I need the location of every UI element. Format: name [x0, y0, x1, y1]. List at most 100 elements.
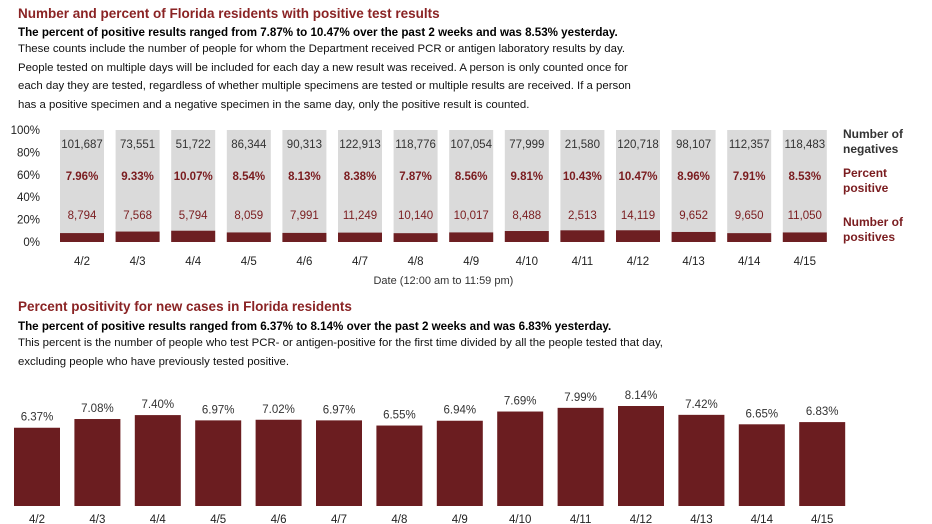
- negatives-bar: [226, 130, 271, 242]
- positives-value-label: 9,650: [735, 210, 764, 222]
- percent-positive-label: 10.07%: [174, 171, 213, 183]
- legend-percent-positive: Percent: [843, 166, 887, 180]
- negatives-value-label: 98,107: [676, 139, 711, 151]
- legend-negatives: Number of: [843, 127, 904, 141]
- x-tick-label: 4/10: [516, 256, 538, 268]
- positivity-value-label: 7.08%: [81, 403, 114, 415]
- positives-bar: [338, 232, 382, 242]
- legend-positives: positives: [843, 230, 895, 244]
- x-tick-label: 4/5: [210, 514, 226, 524]
- positives-value-label: 9,652: [679, 210, 708, 222]
- x-tick-label: 4/4: [150, 514, 167, 524]
- positives-value-label: 10,017: [454, 210, 489, 222]
- positives-bar: [449, 232, 494, 242]
- negatives-value-label: 51,722: [176, 139, 211, 151]
- x-tick-label: 4/8: [391, 514, 407, 524]
- positivity-value-label: 6.37%: [21, 412, 54, 424]
- x-tick-label: 4/12: [627, 256, 649, 268]
- positivity-value-label: 7.42%: [685, 399, 718, 411]
- x-tick-label: 4/3: [130, 256, 146, 268]
- positives-value-label: 8,059: [234, 210, 263, 222]
- positivity-value-label: 7.40%: [141, 399, 174, 411]
- positives-value-label: 11,050: [788, 210, 822, 222]
- chart2-description-line: This percent is the number of people who…: [18, 337, 663, 349]
- percent-positive-label: 7.87%: [399, 171, 432, 183]
- negatives-value-label: 118,776: [395, 139, 436, 151]
- x-tick-label: 4/11: [572, 256, 594, 268]
- x-tick-label: 4/14: [738, 256, 761, 268]
- chart1-description-line: has a positive specimen and a negative s…: [18, 98, 530, 111]
- percent-positive-label: 8.38%: [344, 171, 377, 183]
- percent-positive-label: 10.47%: [618, 171, 657, 183]
- positivity-bar: [678, 414, 725, 506]
- x-tick-label: 4/7: [352, 256, 368, 268]
- positivity-bar: [195, 420, 242, 506]
- positivity-bar: [436, 420, 483, 506]
- x-tick-label: 4/13: [690, 514, 712, 524]
- chart2-description: This percent is the number of people who…: [18, 334, 918, 371]
- negatives-bar: [504, 130, 549, 242]
- positivity-value-label: 8.14%: [625, 390, 658, 402]
- legend-percent-positive: positive: [843, 181, 889, 195]
- positivity-bar: [738, 424, 785, 506]
- negatives-bar: [560, 130, 605, 242]
- positivity-value-label: 7.02%: [262, 404, 295, 416]
- positivity-value-label: 6.97%: [202, 404, 235, 416]
- positives-value-label: 5,794: [179, 210, 208, 222]
- chart2-title: Percent positivity for new cases in Flor…: [18, 299, 352, 314]
- positivity-bar: [316, 420, 362, 506]
- positivity-bar: [376, 425, 423, 506]
- chart1-description-line: each day they are tested, regardless of …: [18, 80, 631, 93]
- x-tick-label: 4/13: [682, 256, 704, 268]
- negatives-bar: [782, 130, 827, 242]
- negatives-value-label: 90,313: [287, 139, 322, 151]
- chart1-description-line: People tested on multiple days will be i…: [18, 61, 628, 74]
- x-tick-label: 4/2: [29, 514, 45, 524]
- negatives-bar: [727, 130, 772, 242]
- positives-value-label: 8,488: [512, 210, 541, 222]
- positivity-value-label: 6.65%: [745, 408, 778, 420]
- positives-bar: [282, 232, 327, 242]
- negatives-bar: [171, 130, 216, 242]
- x-tick-label: 4/14: [751, 514, 774, 524]
- x-tick-label: 4/5: [241, 256, 257, 268]
- positives-value-label: 14,119: [621, 210, 655, 222]
- negatives-value-label: 21,580: [565, 139, 600, 151]
- chart2-description-line: excluding people who have previously tes…: [18, 355, 290, 368]
- y-tick-label: 80%: [17, 147, 40, 159]
- chart1-subtitle: The percent of positive results ranged f…: [18, 26, 618, 39]
- y-tick-label: 60%: [17, 170, 40, 182]
- percent-positive-label: 10.43%: [563, 171, 602, 183]
- positives-bar: [560, 230, 605, 242]
- x-tick-label: 4/15: [811, 514, 833, 524]
- x-tick-label: 4/6: [296, 256, 312, 268]
- y-tick-label: 0%: [23, 237, 40, 249]
- positives-bar: [782, 232, 827, 242]
- percent-positive-label: 8.56%: [455, 171, 488, 183]
- positives-value-label: 10,140: [398, 210, 433, 222]
- percent-positive-label: 8.53%: [788, 171, 821, 183]
- chart1-description: These counts include the number of peopl…: [18, 40, 918, 114]
- positives-value-label: 7,568: [123, 210, 152, 222]
- x-tick-label: 4/10: [509, 514, 531, 524]
- x-tick-label: 4/6: [271, 514, 287, 524]
- positivity-bar: [74, 419, 121, 506]
- positives-bar: [171, 230, 216, 242]
- negatives-value-label: 73,551: [120, 139, 155, 151]
- positivity-bar: [557, 407, 604, 506]
- negatives-value-label: 107,054: [450, 139, 492, 151]
- positivity-bar: [497, 411, 544, 506]
- positives-bar: [504, 231, 549, 242]
- positives-bar: [727, 233, 772, 242]
- negatives-bar: [338, 130, 382, 242]
- positivity-bar: [618, 406, 664, 506]
- negatives-value-label: 122,913: [339, 139, 381, 151]
- x-tick-label: 4/3: [89, 514, 105, 524]
- positivity-value-label: 6.55%: [383, 410, 416, 422]
- positivity-value-label: 7.69%: [504, 396, 537, 408]
- negatives-value-label: 112,357: [729, 139, 770, 151]
- x-tick-label: 4/4: [185, 256, 202, 268]
- negatives-value-label: 120,718: [617, 139, 659, 151]
- positivity-bar: [799, 422, 846, 506]
- percent-positive-label: 9.33%: [121, 171, 154, 183]
